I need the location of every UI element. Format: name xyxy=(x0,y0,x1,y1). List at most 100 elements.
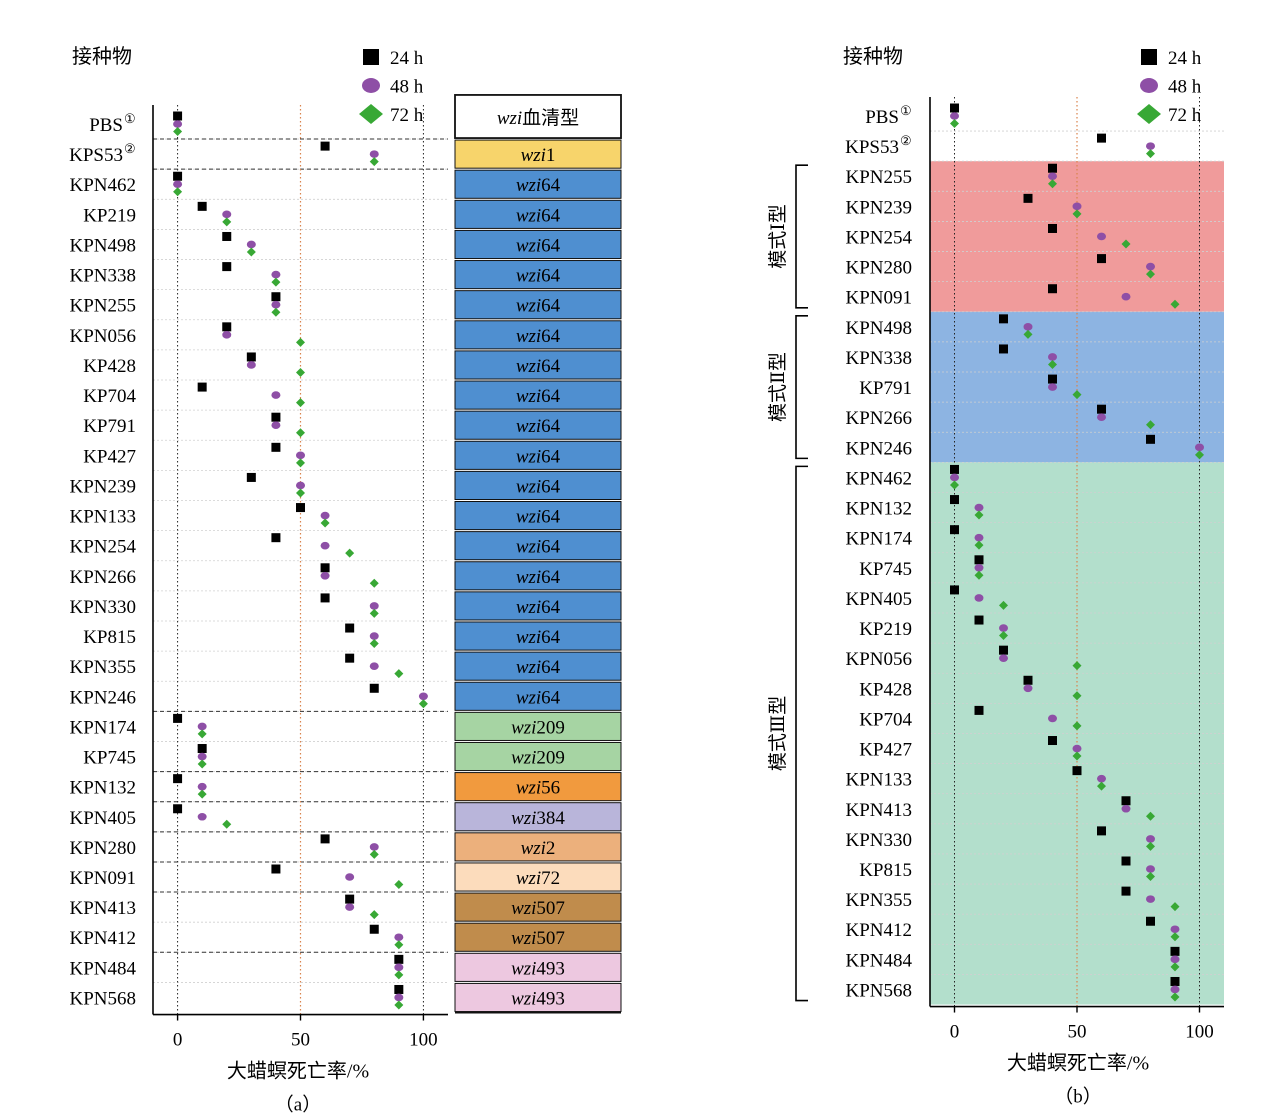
wzi-value: 507 xyxy=(536,898,565,919)
wzi-value: 64 xyxy=(541,386,561,407)
panel-a-point-24h xyxy=(246,472,256,482)
panel-b-point-48h xyxy=(1146,865,1155,873)
panel-a-legend-marker-24h xyxy=(363,49,379,65)
panel-b-point-48h xyxy=(1170,985,1180,994)
panel-b-point-72h xyxy=(950,119,959,128)
panel-a-wzi-label: wzi64 xyxy=(516,296,561,317)
panel-a-point-48h xyxy=(271,421,281,430)
panel-b-x-tick-label: 0 xyxy=(950,1022,960,1043)
wzi-italic: wzi xyxy=(516,416,541,437)
panel-a-wzi-label: wzi64 xyxy=(516,326,561,347)
panel-b-strain-label: KPN254 xyxy=(845,227,912,248)
panel-b-strain-label: KPN239 xyxy=(845,197,912,218)
panel-a-point-72h xyxy=(197,729,207,739)
wzi-italic: wzi xyxy=(497,108,522,129)
panel-b-group-bracket xyxy=(795,314,808,460)
panel-b-legend-marker-72h xyxy=(1137,104,1161,124)
panel-b-point-24h xyxy=(1048,374,1057,384)
panel-a-strain-label: KPN405 xyxy=(69,808,136,829)
panel-b-point-48h xyxy=(974,594,984,602)
wzi-italic: wzi xyxy=(516,507,541,528)
panel-b-point-24h xyxy=(950,525,959,535)
panel-b-strain-label: KPN255 xyxy=(845,167,912,188)
wzi-value: 64 xyxy=(541,476,561,497)
panel-a-strain-label: KPN174 xyxy=(69,717,136,738)
panel-a-point-48h xyxy=(320,541,330,550)
panel-a-wzi-cell xyxy=(454,229,622,260)
wzi-value: 64 xyxy=(541,205,561,226)
panel-a-wzi-label: wzi209 xyxy=(511,717,565,738)
panel-b-point-24h xyxy=(974,615,984,625)
wzi-italic: wzi xyxy=(516,597,541,618)
panel-a-wzi-cell xyxy=(454,591,622,621)
panel-a-wzi-label: wzi493 xyxy=(511,958,565,979)
panel-a-strain-label: KPN355 xyxy=(69,657,136,678)
panel-b-point-72h xyxy=(1170,932,1180,942)
panel-b-point-48h xyxy=(950,473,959,482)
panel-a-x-tick-label: 0 xyxy=(173,1030,183,1051)
panel-b-strain-label: KP428 xyxy=(859,679,912,700)
panel-a-wzi-label: wzi493 xyxy=(511,988,565,1009)
panel-a-legend-marker-48h xyxy=(362,78,380,93)
panel-a-point-72h xyxy=(197,759,207,769)
panel-b-point-72h xyxy=(1072,661,1082,671)
panel-a-wzi-label: wzi384 xyxy=(511,808,565,829)
panel-a-strain-footnote: ① xyxy=(124,111,136,126)
wzi-italic: wzi xyxy=(511,988,536,1009)
panel-a-wzi-cell xyxy=(454,470,622,501)
panel-b-point-48h xyxy=(1023,684,1033,693)
panel-b-point-48h xyxy=(1023,323,1033,331)
panel-a-strain-label: PBS xyxy=(89,115,123,136)
panel-b-point-24h xyxy=(999,645,1008,655)
panel-a-point-72h xyxy=(394,940,404,950)
panel-a-strain-label: KPN239 xyxy=(69,476,136,497)
panel-a-strain-label: KPN568 xyxy=(69,988,136,1009)
wzi-italic: wzi xyxy=(516,446,541,467)
panel-a-wzi-cell xyxy=(454,922,622,952)
panel-b-strain-label: KPN174 xyxy=(845,529,912,550)
panel-b-point-48h xyxy=(1146,895,1155,903)
panel-a-strain-label: KP745 xyxy=(83,748,136,769)
panel-a-point-48h xyxy=(320,511,330,520)
wzi-italic: wzi xyxy=(516,205,541,226)
panel-a-point-24h xyxy=(345,894,355,904)
panel-a-wzi-cell xyxy=(454,380,622,410)
panel-a-x-tick-label: 50 xyxy=(291,1030,310,1051)
panel-b-point-48h xyxy=(950,112,959,120)
panel-a-wzi-cell xyxy=(454,290,622,320)
panel-a-wzi-cell xyxy=(454,952,622,982)
wzi-italic: wzi xyxy=(516,778,541,799)
panel-b-legend-label-24h: 24 h xyxy=(1168,48,1202,69)
wzi-italic: wzi xyxy=(511,808,536,829)
panel-a-point-24h xyxy=(173,111,183,121)
panel-a-wzi-label: wzi64 xyxy=(516,446,561,467)
panel-b-point-72h xyxy=(1146,149,1155,159)
panel-b-group-label: 模式Ⅱ型 xyxy=(767,352,789,422)
wzi-italic: wzi xyxy=(516,326,541,347)
panel-a-point-72h xyxy=(345,548,355,558)
panel-a-wzi-label: wzi64 xyxy=(516,416,561,437)
panel-a-point-48h xyxy=(246,361,256,369)
panel-a-legend-label-24h: 24 h xyxy=(390,48,424,69)
panel-b-point-48h xyxy=(1121,804,1131,813)
panel-a-point-24h xyxy=(345,653,355,663)
panel-a-point-72h xyxy=(320,518,330,528)
panel-b-strain-label: KPN132 xyxy=(845,499,912,520)
panel-a-strain-label: KPN091 xyxy=(69,868,136,889)
panel-b-point-48h xyxy=(1097,232,1106,241)
panel-a-point-72h xyxy=(271,307,281,317)
panel-b-point-72h xyxy=(974,510,984,520)
panel-a-point-48h xyxy=(173,120,183,128)
panel-b-point-24h xyxy=(999,344,1008,354)
panel-b-point-24h xyxy=(1097,826,1106,836)
panel-a-wzi-label: wzi64 xyxy=(516,657,561,678)
panel-b-point-24h xyxy=(1170,946,1180,956)
panel-a-point-24h xyxy=(320,141,330,151)
panel-a-point-72h xyxy=(369,849,379,859)
panel-a-point-72h xyxy=(296,488,305,498)
panel-a-point-48h xyxy=(345,903,355,911)
panel-a-wzi-cell xyxy=(454,440,622,470)
panel-a-wzi-cell xyxy=(454,651,622,681)
panel-a-point-48h xyxy=(197,812,207,821)
panel-a-strain-footnote: ② xyxy=(124,141,136,156)
